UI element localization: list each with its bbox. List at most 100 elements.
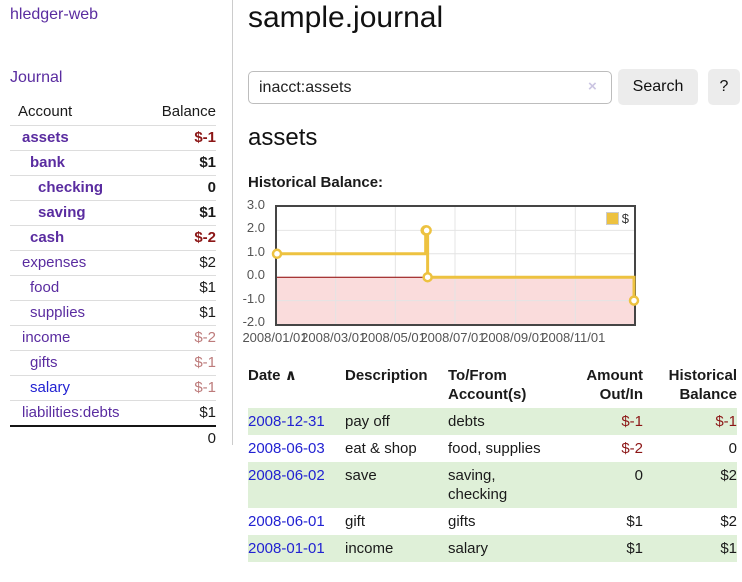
- account-link-supplies[interactable]: supplies: [30, 304, 86, 321]
- amount-column-header: Amount Out/In: [586, 367, 643, 403]
- transaction-date-link[interactable]: 2008-06-02: [248, 467, 325, 484]
- account-link-cash[interactable]: cash: [30, 229, 65, 246]
- account-balance: $-2: [141, 325, 216, 351]
- accounts-total-value: 0: [141, 425, 216, 450]
- transaction-balance: $2: [720, 467, 737, 484]
- register-row: 2008-06-02 save saving, checking 0 $2: [248, 462, 737, 508]
- search-input[interactable]: [248, 71, 612, 104]
- account-row: salary $-1: [10, 375, 216, 401]
- clear-search-icon[interactable]: ×: [588, 78, 597, 95]
- transaction-description: income: [345, 540, 394, 557]
- account-row: saving $1: [10, 200, 216, 226]
- chart-legend: $: [605, 211, 629, 226]
- transaction-balance: $2: [720, 513, 737, 530]
- search-button[interactable]: Search: [618, 69, 698, 105]
- y-tick-label: 3.0: [246, 197, 265, 212]
- account-row: assets $-1: [10, 125, 216, 151]
- account-row: bank $1: [10, 150, 216, 176]
- account-link-checking[interactable]: checking: [38, 179, 104, 196]
- transaction-balance: $-1: [715, 413, 737, 430]
- y-tick-label: -1.0: [242, 290, 265, 306]
- chart-plot-area: $: [271, 205, 640, 326]
- transaction-date-link[interactable]: 2008-12-31: [248, 413, 325, 430]
- transaction-accounts: salary: [448, 540, 489, 557]
- y-tick-label: 0.0: [246, 267, 265, 283]
- accounts-balance-table: Account Balance assets $-1 bank $1 check…: [10, 100, 216, 450]
- page-title: sample.journal: [248, 1, 444, 34]
- account-balance: $1: [141, 300, 216, 326]
- transaction-description: eat & shop: [345, 440, 417, 457]
- transaction-amount: $-2: [621, 440, 643, 457]
- account-link-salary[interactable]: salary: [30, 379, 71, 396]
- account-row: food $1: [10, 275, 216, 301]
- accounts-column-header: Account: [18, 103, 73, 120]
- account-balance: $1: [141, 275, 216, 301]
- account-link-saving[interactable]: saving: [38, 204, 86, 221]
- legend-label: $: [621, 211, 629, 226]
- register-row: 2008-01-01 income salary $1 $1: [248, 535, 737, 562]
- account-link-bank[interactable]: bank: [30, 154, 66, 171]
- sort-ascending-icon: ∧: [284, 367, 297, 384]
- account-row: gifts $-1: [10, 350, 216, 376]
- account-link-assets[interactable]: assets: [22, 129, 69, 146]
- y-tick-label: 2.0: [246, 220, 265, 236]
- transaction-amount: 0: [634, 467, 643, 484]
- register-table: Date ∧ Description To/From Account(s) Am…: [248, 362, 737, 562]
- transaction-date-link[interactable]: 2008-06-01: [248, 513, 325, 530]
- account-page-title: assets: [248, 124, 318, 151]
- help-button[interactable]: ?: [708, 69, 740, 105]
- transaction-date-link[interactable]: 2008-01-01: [248, 540, 325, 557]
- x-tick-label: 2008/11/01: [541, 330, 606, 345]
- account-row: expenses $2: [10, 250, 216, 276]
- balance-column-header: Historical Balance: [668, 367, 737, 403]
- y-tick-label: -2.0: [242, 314, 265, 329]
- accounts-column-header: To/From Account(s): [448, 367, 527, 403]
- account-balance: 0: [141, 175, 216, 201]
- transaction-accounts: debts: [448, 413, 485, 430]
- transaction-description: pay off: [345, 413, 390, 430]
- account-row: supplies $1: [10, 300, 216, 326]
- account-row: checking 0: [10, 175, 216, 201]
- transaction-accounts: saving, checking: [448, 467, 508, 503]
- transaction-balance: $1: [720, 540, 737, 557]
- transaction-amount: $-1: [621, 413, 643, 430]
- date-column-header[interactable]: Date ∧: [248, 367, 297, 384]
- account-balance: $1: [141, 200, 216, 226]
- accounts-total-row: 0: [10, 425, 216, 450]
- register-header-row: Date ∧ Description To/From Account(s) Am…: [248, 362, 737, 408]
- transaction-amount: $1: [626, 540, 643, 557]
- transaction-amount: $1: [626, 513, 643, 530]
- account-link-gifts[interactable]: gifts: [30, 354, 58, 371]
- account-link-expenses[interactable]: expenses: [22, 254, 87, 271]
- account-balance: $-2: [141, 225, 216, 251]
- account-row: income $-2: [10, 325, 216, 351]
- sidebar-item-journal[interactable]: Journal: [10, 69, 63, 86]
- transaction-accounts: food, supplies: [448, 440, 541, 457]
- account-row: cash $-2: [10, 225, 216, 251]
- transaction-description: save: [345, 467, 377, 484]
- description-column-header: Description: [345, 367, 428, 384]
- y-tick-label: 1.0: [246, 243, 265, 259]
- account-balance: $1: [141, 150, 216, 176]
- balance-chart-svg: [271, 207, 640, 324]
- x-tick-label: 2008/01/01: [242, 330, 308, 345]
- accounts-table-header: Account Balance: [10, 100, 216, 126]
- legend-swatch-icon: [605, 212, 619, 225]
- register-row: 2008-06-01 gift gifts $1 $2: [248, 508, 737, 535]
- balance-column-header: Balance: [161, 103, 216, 120]
- x-tick-label: 2008/07/01: [420, 330, 486, 345]
- account-balance: $-1: [141, 350, 216, 376]
- account-link-food[interactable]: food: [30, 279, 60, 296]
- chart-title: Historical Balance:: [248, 174, 384, 191]
- y-axis-labels: 3.0 2.0 1.0 0.0 -1.0 -2.0: [228, 197, 270, 329]
- x-tick-label: 2008/05/01: [360, 330, 426, 345]
- account-link-liabilities-debts[interactable]: liabilities:debts: [22, 404, 120, 421]
- x-tick-label: 2008/09/01: [481, 330, 547, 345]
- register-row: 2008-12-31 pay off debts $-1 $-1: [248, 408, 737, 435]
- transaction-balance: 0: [728, 440, 737, 457]
- register-row: 2008-06-03 eat & shop food, supplies $-2…: [248, 435, 737, 462]
- account-balance: $1: [141, 400, 216, 426]
- transaction-date-link[interactable]: 2008-06-03: [248, 440, 325, 457]
- account-link-income[interactable]: income: [22, 329, 71, 346]
- app-brand-link[interactable]: hledger-web: [10, 6, 99, 23]
